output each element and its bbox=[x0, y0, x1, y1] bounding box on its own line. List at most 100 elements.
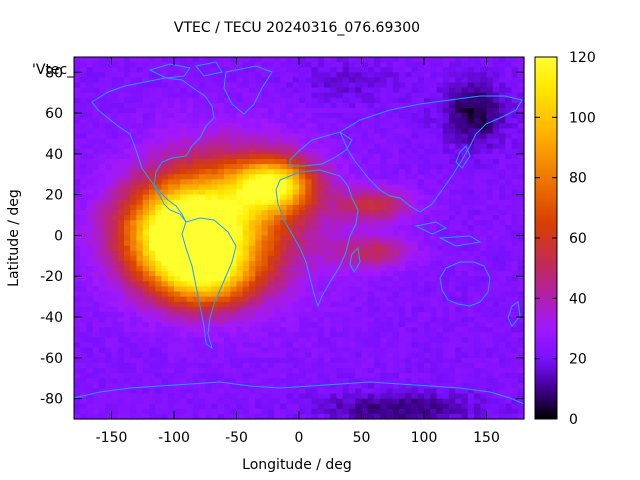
heatmap-cell bbox=[92, 92, 100, 99]
heatmap-cell bbox=[149, 250, 156, 257]
heatmap-cell bbox=[92, 362, 100, 369]
heatmap-cell bbox=[480, 296, 488, 303]
heatmap-cell bbox=[342, 123, 350, 129]
heatmap-cell bbox=[236, 332, 244, 339]
heatmap-cell bbox=[111, 245, 119, 252]
heatmap-cell bbox=[492, 306, 500, 313]
heatmap-cell bbox=[361, 255, 369, 262]
heatmap-cell bbox=[380, 164, 388, 170]
heatmap-cell bbox=[130, 204, 138, 211]
heatmap-cell bbox=[267, 57, 275, 63]
heatmap-cell bbox=[99, 148, 106, 155]
heatmap-cell bbox=[186, 342, 194, 349]
heatmap-cell bbox=[192, 128, 200, 135]
heatmap-cell bbox=[342, 164, 350, 170]
heatmap-cell bbox=[505, 184, 513, 191]
heatmap-cell bbox=[311, 179, 319, 186]
heatmap-cell bbox=[467, 317, 475, 323]
heatmap-cell bbox=[155, 388, 163, 395]
heatmap-cell bbox=[117, 82, 125, 89]
heatmap-cell bbox=[186, 347, 194, 354]
heatmap-cell bbox=[242, 128, 250, 135]
heatmap-cell bbox=[417, 291, 425, 298]
heatmap-cell bbox=[180, 77, 188, 84]
heatmap-cell bbox=[336, 398, 344, 405]
heatmap-cell bbox=[142, 357, 150, 364]
heatmap-cell bbox=[111, 57, 119, 63]
heatmap-cell bbox=[80, 97, 88, 104]
heatmap-cell bbox=[155, 204, 163, 211]
heatmap-cell bbox=[217, 82, 225, 89]
heatmap-cell bbox=[430, 373, 438, 379]
heatmap-cell bbox=[417, 266, 425, 272]
heatmap-cell bbox=[155, 332, 163, 339]
heatmap-cell bbox=[511, 286, 519, 293]
heatmap-cell bbox=[380, 311, 388, 318]
heatmap-cell bbox=[355, 113, 363, 119]
heatmap-cell bbox=[117, 148, 125, 155]
heatmap-cell bbox=[111, 128, 119, 135]
heatmap-cell bbox=[330, 215, 338, 221]
heatmap-cell bbox=[230, 164, 238, 170]
heatmap-cell bbox=[242, 322, 250, 328]
heatmap-cell bbox=[505, 393, 513, 400]
heatmap-cell bbox=[317, 347, 325, 354]
heatmap-cell bbox=[280, 362, 288, 369]
heatmap-cell bbox=[280, 301, 288, 308]
heatmap-cell bbox=[374, 62, 381, 68]
heatmap-cell bbox=[461, 153, 469, 160]
heatmap-cell bbox=[130, 143, 138, 150]
heatmap-cell bbox=[74, 107, 81, 114]
heatmap-cell bbox=[355, 311, 363, 318]
heatmap-cell bbox=[224, 138, 231, 145]
heatmap-cell bbox=[74, 398, 81, 405]
heatmap-cell bbox=[99, 169, 106, 175]
heatmap-cell bbox=[455, 92, 463, 99]
heatmap-cell bbox=[217, 153, 225, 160]
heatmap-cell bbox=[486, 77, 494, 84]
heatmap-cell bbox=[336, 204, 344, 211]
heatmap-cell bbox=[399, 215, 406, 221]
heatmap-cell bbox=[449, 215, 456, 221]
heatmap-cell bbox=[261, 383, 269, 390]
heatmap-cell bbox=[311, 199, 319, 206]
heatmap-cell bbox=[417, 306, 425, 313]
heatmap-cell bbox=[99, 306, 106, 313]
heatmap-cell bbox=[424, 153, 431, 160]
heatmap-cell bbox=[411, 250, 419, 257]
heatmap-cell bbox=[249, 245, 256, 252]
heatmap-cell bbox=[80, 184, 88, 191]
heatmap-cell bbox=[167, 67, 175, 73]
heatmap-cell bbox=[367, 347, 375, 354]
heatmap-cell bbox=[374, 133, 381, 140]
heatmap-cell bbox=[511, 255, 519, 262]
heatmap-cell bbox=[511, 311, 519, 318]
heatmap-cell bbox=[517, 327, 525, 333]
heatmap-cell bbox=[461, 311, 469, 318]
heatmap-cell bbox=[105, 306, 113, 313]
heatmap-cell bbox=[424, 357, 431, 364]
heatmap-cell bbox=[436, 194, 444, 201]
heatmap-cell bbox=[236, 403, 244, 410]
heatmap-cell bbox=[205, 77, 213, 84]
heatmap-cell bbox=[230, 383, 238, 390]
heatmap-cell bbox=[161, 398, 169, 405]
heatmap-cell bbox=[130, 164, 138, 170]
heatmap-cell bbox=[292, 62, 300, 68]
heatmap-cell bbox=[449, 296, 456, 303]
heatmap-cell bbox=[130, 342, 138, 349]
heatmap-cell bbox=[455, 332, 463, 339]
heatmap-cell bbox=[205, 357, 213, 364]
heatmap-cell bbox=[380, 113, 388, 119]
heatmap-cell bbox=[380, 118, 388, 124]
heatmap-cell bbox=[292, 250, 300, 257]
heatmap-cell bbox=[436, 296, 444, 303]
heatmap-cell bbox=[80, 133, 88, 140]
heatmap-cell bbox=[286, 266, 294, 272]
heatmap-cell bbox=[161, 118, 169, 124]
heatmap-cell bbox=[174, 250, 181, 257]
heatmap-cell bbox=[499, 102, 506, 109]
heatmap-cell bbox=[305, 322, 313, 328]
heatmap-cell bbox=[436, 164, 444, 170]
heatmap-cell bbox=[167, 133, 175, 140]
